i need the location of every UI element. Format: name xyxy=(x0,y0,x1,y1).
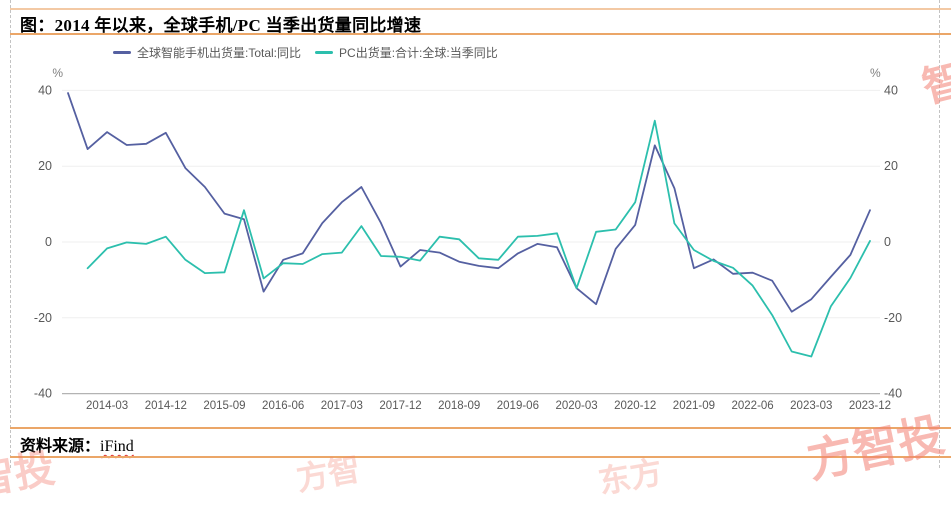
y-tick-label-left: 0 xyxy=(45,235,52,249)
footer-divider-bottom xyxy=(10,456,951,458)
x-tick-label: 2018-09 xyxy=(438,400,480,412)
y-tick-label-right: -20 xyxy=(884,311,902,325)
y-tick-label-left: 40 xyxy=(38,83,52,97)
title-divider xyxy=(10,33,951,35)
page-title: 图：2014 年以来，全球手机/PC 当季出货量同比增速 xyxy=(20,16,422,35)
x-tick-label: 2014-12 xyxy=(145,400,187,412)
x-tick-label: 2014-03 xyxy=(86,400,128,412)
legend-item-smartphone[interactable]: 全球智能手机出货量:Total:同比 xyxy=(113,44,301,61)
y-tick-label-right: -40 xyxy=(884,387,902,401)
y-unit-label-left: % xyxy=(52,66,63,80)
legend-item-pc[interactable]: PC出货量:合计:全球:当季同比 xyxy=(315,44,498,61)
x-tick-label: 2020-03 xyxy=(555,400,597,412)
x-tick-label: 2019-06 xyxy=(497,400,539,412)
chart-legend: 全球智能手机出货量:Total:同比 PC出货量:合计:全球:当季同比 xyxy=(113,44,498,61)
footer-divider-top xyxy=(10,427,951,429)
page-margin-border-right xyxy=(939,0,940,468)
source-label: 资料来源： xyxy=(20,438,101,455)
smartphone-series-line xyxy=(67,92,871,313)
pc-series-line xyxy=(86,119,871,358)
x-tick-label: 2023-12 xyxy=(849,400,891,412)
y-tick-label-left: -20 xyxy=(34,311,52,325)
pc-legend-label: PC出货量:合计:全球:当季同比 xyxy=(339,46,498,60)
x-tick-label: 2017-03 xyxy=(321,400,363,412)
x-tick-label: 2016-06 xyxy=(262,400,304,412)
y-unit-label-right: % xyxy=(870,66,881,80)
pc-legend-dash-icon xyxy=(315,51,334,54)
x-tick-label: 2015-09 xyxy=(203,400,245,412)
x-tick-label: 2023-03 xyxy=(790,400,832,412)
y-tick-label-right: 40 xyxy=(884,83,898,97)
page-margin-border-left xyxy=(10,0,11,468)
smartphone-legend-label: 全球智能手机出货量:Total:同比 xyxy=(137,46,302,60)
x-tick-label: 2022-06 xyxy=(731,400,773,412)
source-value: iFind xyxy=(100,438,134,455)
y-tick-label-left: -40 xyxy=(34,387,52,401)
x-tick-label: 2021-09 xyxy=(673,400,715,412)
x-tick-label: 2017-12 xyxy=(379,400,421,412)
y-tick-label-left: 20 xyxy=(38,159,52,173)
source-line: 资料来源：iFind xyxy=(20,432,134,456)
smartphone-legend-dash-icon xyxy=(113,51,131,54)
y-tick-label-right: 0 xyxy=(884,235,891,249)
x-tick-label: 2020-12 xyxy=(614,400,656,412)
line-chart: 40 40 20 20 0 0 -20 -20 -40 -40% % 2014-03 2014-12 20… xyxy=(34,66,902,412)
y-tick-label-right: 20 xyxy=(884,159,898,173)
top-divider xyxy=(10,8,951,10)
